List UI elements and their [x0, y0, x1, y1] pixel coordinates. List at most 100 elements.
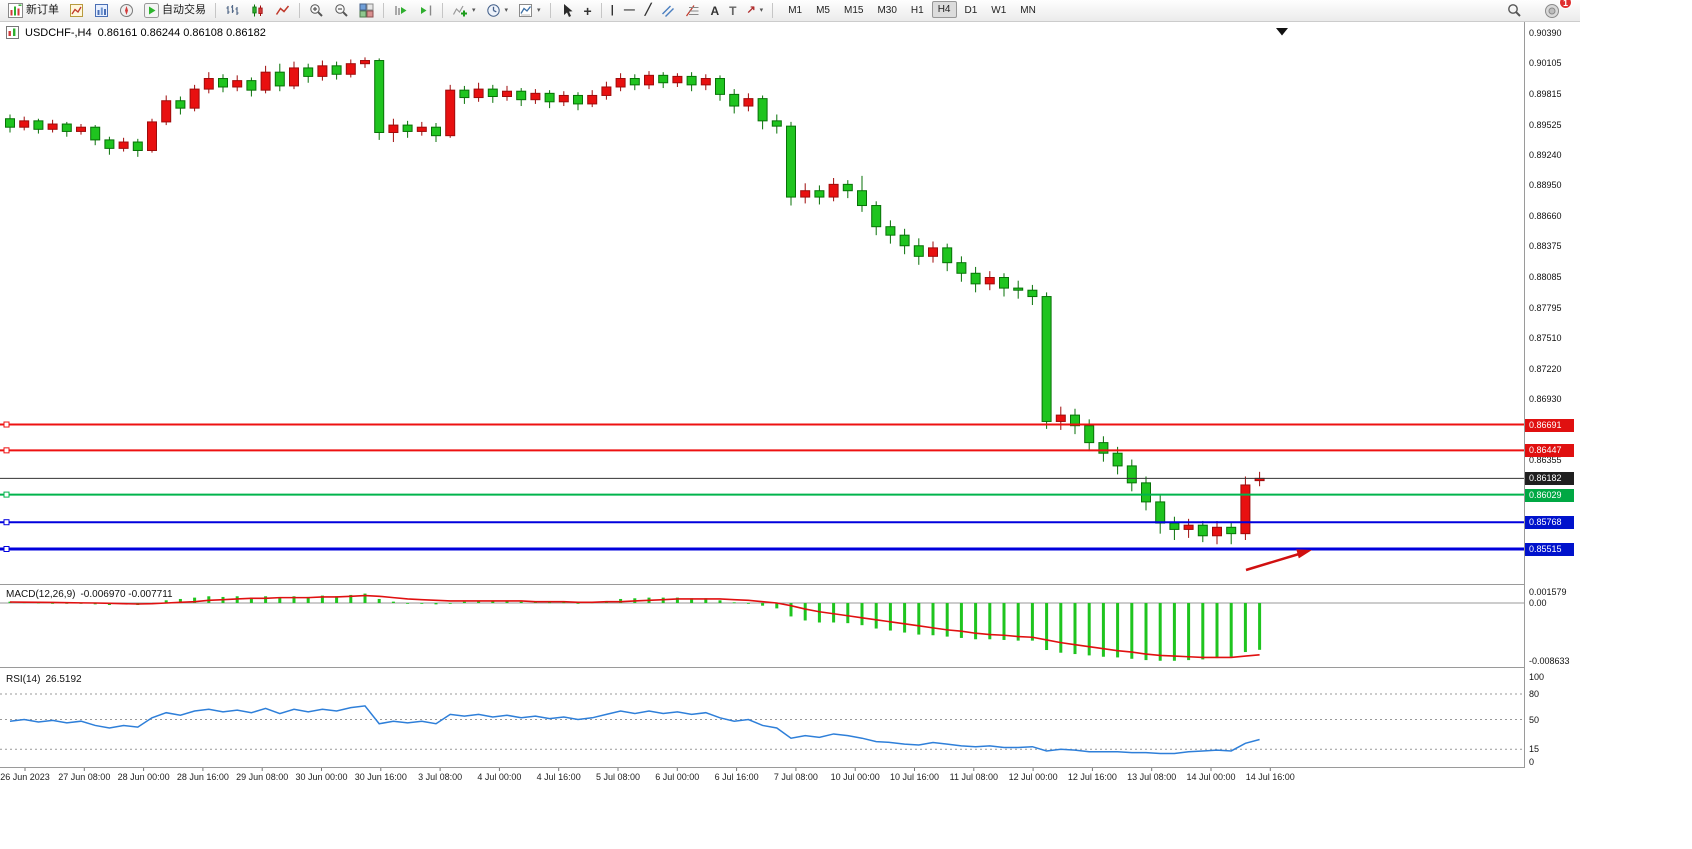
templates-button[interactable]: ▾ — [514, 1, 545, 20]
text-label-button[interactable]: T — [725, 1, 740, 20]
timeframe-h4-button[interactable]: H4 — [931, 1, 957, 18]
line-chart-button[interactable] — [271, 1, 294, 20]
template-icon — [519, 4, 533, 17]
macd-histogram-bar — [178, 598, 182, 603]
crosshair-icon: + — [583, 2, 592, 19]
trend-arrow-object[interactable] — [1245, 552, 1300, 572]
macd-name: MACD(12,26,9) — [6, 589, 76, 600]
arrow-object-icon: ↗ — [746, 4, 756, 16]
auto-scroll-button[interactable] — [389, 1, 412, 20]
zoom-in-icon — [310, 4, 323, 17]
time-axis-label: 10 Jul 16:00 — [889, 772, 940, 782]
market-watch-button[interactable] — [90, 1, 113, 20]
timeframe-d1-button[interactable]: D1 — [959, 1, 984, 20]
timeframe-w1-button[interactable]: W1 — [985, 1, 1012, 20]
chart-shift-button[interactable] — [414, 1, 437, 20]
time-axis-label: 4 Jul 00:00 — [477, 772, 522, 782]
timeframe-m1-button[interactable]: M1 — [782, 1, 808, 20]
macd-histogram-bar — [846, 603, 850, 624]
rsi-axis-label: 50 — [1529, 714, 1540, 725]
price-axis-label: 0.89240 — [1529, 149, 1562, 160]
macd-histogram-bar — [931, 603, 935, 636]
timeframe-m5-button[interactable]: M5 — [810, 1, 836, 20]
line-handle[interactable] — [3, 519, 10, 526]
fibonacci-button[interactable] — [681, 1, 704, 20]
arrows-button[interactable]: ↗ ▾ — [742, 1, 767, 20]
notifications-button[interactable] — [1540, 1, 1564, 20]
navigator-button[interactable] — [115, 1, 138, 20]
price-axis-label: 0.88950 — [1529, 180, 1562, 191]
candle-body — [984, 277, 995, 285]
line-handle[interactable] — [3, 491, 10, 498]
candle-body — [445, 89, 456, 137]
line-handle[interactable] — [3, 421, 10, 428]
timeframe-m15-button[interactable]: M15 — [838, 1, 869, 20]
macd-histogram-bar — [1229, 603, 1233, 657]
crosshair-button[interactable]: + — [580, 1, 596, 20]
candle-body — [842, 183, 853, 192]
new-chart-button[interactable] — [65, 1, 88, 20]
vertical-line-button[interactable]: | — [607, 1, 618, 20]
line-handle[interactable] — [3, 447, 10, 454]
rsi-panel-separator[interactable] — [0, 667, 1525, 668]
macd-histogram-bar — [363, 593, 367, 603]
text-button[interactable]: A — [706, 1, 723, 20]
bar-chart-button[interactable] — [221, 1, 244, 20]
macd-histogram-bar — [803, 603, 807, 621]
trendline-button[interactable]: ╱ — [641, 1, 656, 20]
zoom-out-button[interactable] — [330, 1, 353, 20]
toolbar-separator — [772, 3, 774, 18]
tile-windows-button[interactable] — [355, 1, 378, 20]
candle-body — [19, 120, 30, 128]
search-button[interactable] — [1503, 1, 1526, 20]
search-icon — [1508, 4, 1521, 17]
toolbar-separator — [442, 3, 443, 18]
macd-histogram-bar — [704, 598, 708, 603]
rsi-indicator-label: RSI(14) 26.5192 — [6, 674, 87, 685]
autotrading-button[interactable]: 自动交易 — [140, 1, 210, 20]
chart-marker-triangle[interactable] — [1276, 28, 1288, 36]
new-order-button[interactable]: 新订单 — [4, 1, 63, 20]
candlestick-chart-button[interactable] — [246, 1, 269, 20]
zoom-in-button[interactable] — [305, 1, 328, 20]
line-handle[interactable] — [3, 546, 10, 552]
macd-panel-separator[interactable] — [0, 584, 1525, 585]
price-badge: 0.86182 — [1525, 472, 1574, 486]
candle-body — [303, 67, 314, 77]
macd-axis-label: -0.008633 — [1529, 655, 1570, 666]
periods-button[interactable]: ▾ — [482, 1, 513, 20]
candle-body — [544, 92, 555, 103]
macd-histogram-bar — [249, 597, 253, 603]
timeframe-h1-button[interactable]: H1 — [905, 1, 930, 20]
candle-body — [885, 226, 896, 236]
macd-histogram-bar — [1030, 603, 1034, 641]
macd-histogram-bar — [448, 603, 452, 604]
candle-body — [828, 183, 839, 198]
horizontal-line-icon: — — [623, 4, 635, 16]
candle-body — [686, 75, 697, 86]
timeframe-mn-button[interactable]: MN — [1014, 1, 1042, 20]
macd-histogram-bar — [491, 600, 495, 603]
macd-histogram-bar — [505, 600, 509, 603]
chevron-down-icon: ▾ — [472, 7, 476, 14]
candle-body — [601, 86, 612, 96]
horizontal-line-button[interactable]: — — [620, 1, 639, 20]
candle-body — [715, 78, 725, 95]
candle-body — [189, 88, 200, 109]
candle-body — [76, 126, 86, 132]
timeframe-m30-button[interactable]: M30 — [871, 1, 902, 20]
candle-body — [47, 123, 58, 130]
candle-body — [61, 123, 72, 132]
indicators-button[interactable]: ▾ — [448, 1, 480, 20]
channel-button[interactable] — [657, 1, 679, 20]
macd-histogram-bar — [1101, 603, 1105, 657]
trend-arrow-head[interactable] — [1296, 549, 1312, 559]
candle-body — [743, 98, 754, 107]
candle-body — [800, 190, 811, 198]
toolbar-separator — [299, 3, 300, 18]
candle-body — [729, 93, 740, 107]
cursor-button[interactable] — [556, 1, 578, 20]
chart-ohlc-values: 0.86161 0.86244 0.86108 0.86182 — [97, 26, 266, 39]
macd-histogram-bar — [761, 603, 765, 606]
price-axis-label: 0.87795 — [1529, 302, 1562, 313]
